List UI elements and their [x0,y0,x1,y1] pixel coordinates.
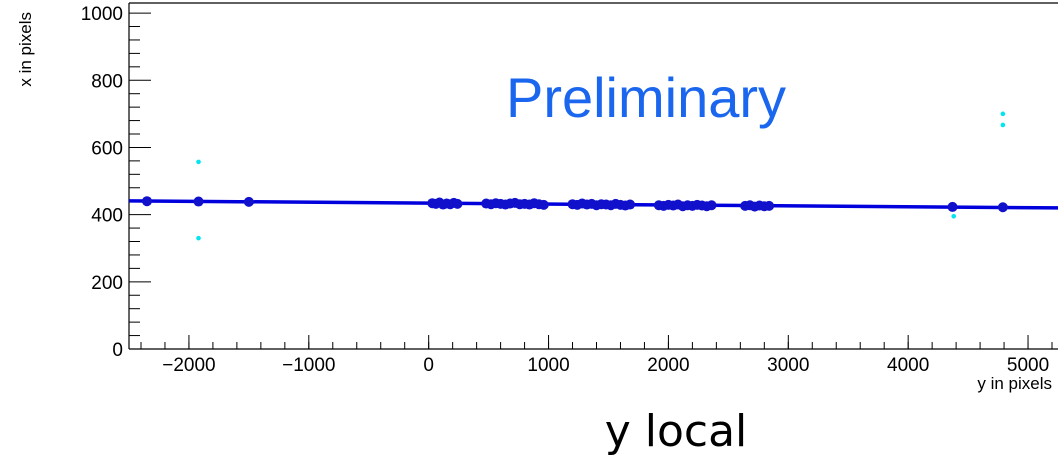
outlier-point [951,214,957,219]
data-point [193,196,204,207]
outlier-point [1000,122,1006,128]
x-tick-label: 2000 [647,355,689,376]
data-point [452,198,463,209]
x-tick-label: −1000 [282,355,335,376]
y-tick-label: 400 [91,206,123,227]
data-point [141,196,152,207]
x-tick-label: 5000 [1007,355,1049,376]
data-point [625,199,636,210]
data-point [706,200,717,211]
data-point [243,196,254,207]
outlier-point [196,235,201,241]
y-tick-label: 0 [112,340,123,361]
x-tick-label: 0 [423,355,434,376]
data-point [538,199,549,210]
y-tick-label: 800 [91,71,123,92]
x-tick-label: 4000 [887,355,929,376]
y-tick-label: 200 [91,273,123,294]
outlier-point [1000,111,1006,117]
data-point [947,201,958,212]
y-tick-label: 600 [91,138,123,159]
data-point [764,200,775,211]
data-point [997,202,1008,213]
x-axis-title: y in pixels [977,374,1052,393]
y-axis-title: x in pixels [16,12,35,87]
chart-caption: y local [605,406,748,456]
x-tick-label: 1000 [527,355,569,376]
x-tick-label: −2000 [162,355,215,376]
y-tick-label: 1000 [81,4,123,25]
watermark-text: Preliminary [506,66,786,129]
x-tick-label: 3000 [767,355,809,376]
outlier-point [196,159,201,165]
